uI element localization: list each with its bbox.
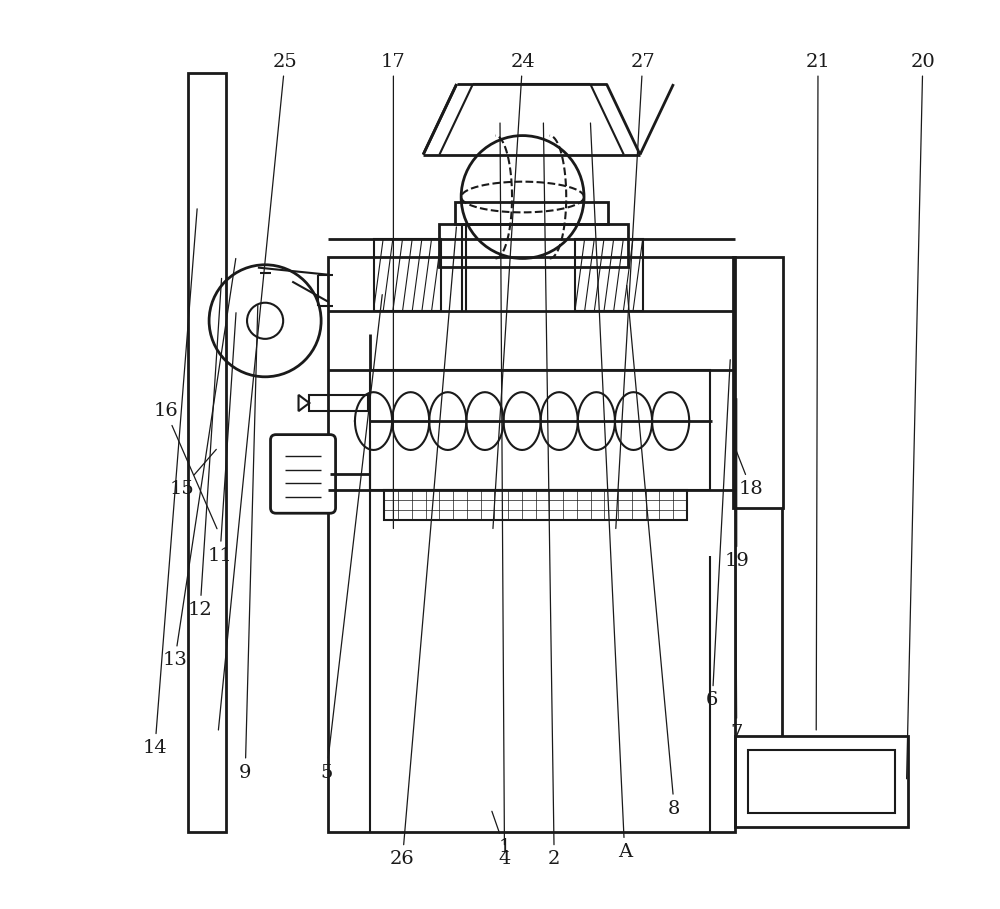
Text: 6: 6 <box>706 360 730 709</box>
Bar <box>748 750 895 814</box>
Text: 1: 1 <box>492 811 511 856</box>
Text: 11: 11 <box>208 313 236 564</box>
Bar <box>735 736 908 826</box>
Text: 14: 14 <box>143 209 197 757</box>
Text: 24: 24 <box>493 53 535 528</box>
Text: 5: 5 <box>320 295 382 782</box>
Text: 26: 26 <box>390 227 456 868</box>
Text: 15: 15 <box>170 449 216 498</box>
Text: 7: 7 <box>731 421 743 742</box>
Text: 17: 17 <box>381 53 406 528</box>
Text: 8: 8 <box>627 285 681 818</box>
Text: 20: 20 <box>907 53 935 779</box>
Bar <box>188 74 226 832</box>
Text: 12: 12 <box>188 278 222 619</box>
Bar <box>575 238 643 311</box>
Bar <box>370 371 710 490</box>
Text: A: A <box>590 123 632 861</box>
FancyBboxPatch shape <box>271 435 336 514</box>
Text: 19: 19 <box>724 398 749 570</box>
Text: 9: 9 <box>239 305 258 782</box>
Text: 4: 4 <box>498 123 511 868</box>
Text: 27: 27 <box>616 53 655 528</box>
Bar <box>309 395 368 411</box>
Text: 18: 18 <box>736 450 764 498</box>
Bar <box>439 225 628 266</box>
Bar <box>374 238 441 311</box>
Bar <box>328 256 735 832</box>
Text: 13: 13 <box>162 258 236 670</box>
Bar <box>384 490 687 520</box>
Text: 25: 25 <box>218 53 297 730</box>
Bar <box>733 256 783 508</box>
Bar <box>455 202 608 225</box>
Text: 21: 21 <box>806 53 830 730</box>
Text: 2: 2 <box>543 123 560 868</box>
Text: 16: 16 <box>153 402 217 529</box>
